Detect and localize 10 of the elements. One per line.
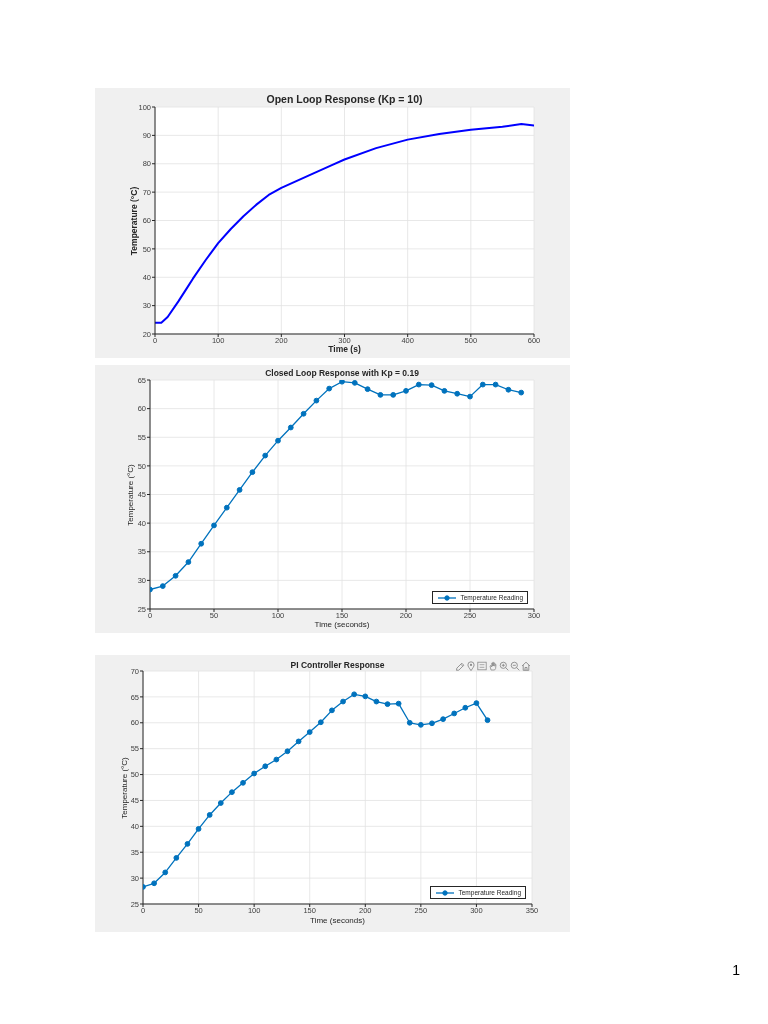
chart-title: PI Controller Response	[289, 660, 386, 670]
chart-title: Closed Loop Response with Kp = 0.19	[264, 368, 420, 378]
y-axis-title: Temperature (°C)	[119, 756, 129, 819]
chart-title: Open Loop Response (Kp = 10)	[265, 93, 424, 105]
x-axis-title: Time (s)	[327, 344, 362, 354]
x-axis-title: Time (seconds)	[309, 915, 366, 925]
text: 1	[732, 962, 740, 978]
y-axis-title: Temperature (°C)	[125, 463, 135, 526]
y-axis-title: Temperature (°C)	[129, 186, 139, 255]
x-axis-title: Time (seconds)	[313, 619, 371, 629]
